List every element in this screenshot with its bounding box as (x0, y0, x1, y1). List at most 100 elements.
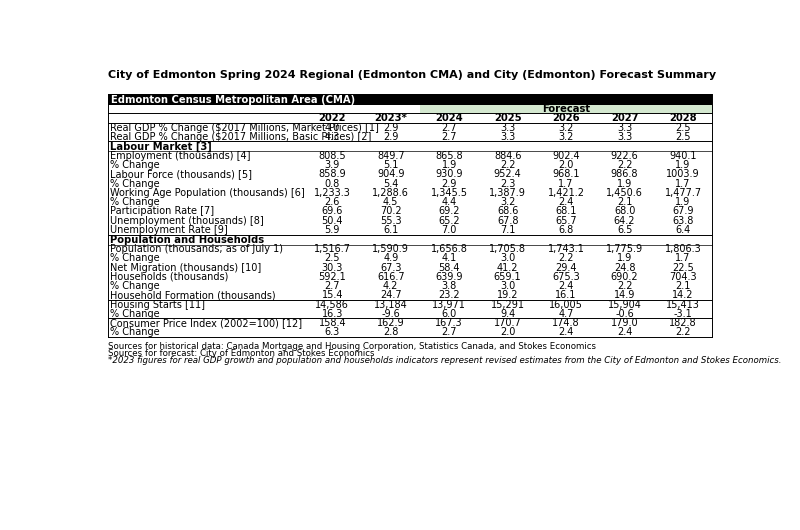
Text: 2.4: 2.4 (558, 197, 574, 207)
Text: 639.9: 639.9 (435, 272, 463, 282)
Text: 65.7: 65.7 (555, 216, 577, 226)
Text: 16,005: 16,005 (549, 299, 583, 310)
Text: % Change: % Change (110, 253, 160, 263)
Text: 2.4: 2.4 (617, 328, 632, 337)
Text: 1,743.1: 1,743.1 (548, 244, 585, 254)
Text: 68.0: 68.0 (614, 207, 635, 216)
Text: 23.2: 23.2 (438, 290, 460, 301)
Text: Labour Force (thousands) [5]: Labour Force (thousands) [5] (110, 170, 252, 180)
Text: 1,477.7: 1,477.7 (665, 188, 702, 198)
Text: 179.0: 179.0 (610, 318, 638, 328)
Text: 30.3: 30.3 (322, 263, 343, 272)
Text: 2.7: 2.7 (325, 281, 340, 291)
Text: 2.7: 2.7 (442, 132, 457, 142)
Text: 3.0: 3.0 (500, 281, 515, 291)
Text: 2.6: 2.6 (325, 197, 340, 207)
Text: 65.2: 65.2 (438, 216, 460, 226)
Text: 55.3: 55.3 (380, 216, 402, 226)
Text: 3.8: 3.8 (442, 281, 457, 291)
Text: 41.2: 41.2 (497, 263, 518, 272)
Text: 1.9: 1.9 (617, 179, 632, 189)
Text: 849.7: 849.7 (377, 151, 405, 161)
Text: 1.9: 1.9 (675, 160, 690, 170)
Text: Households (thousands): Households (thousands) (110, 272, 229, 282)
Text: 29.4: 29.4 (555, 263, 577, 272)
Text: 2022: 2022 (318, 113, 346, 123)
Text: 1,590.9: 1,590.9 (372, 244, 409, 254)
Text: 2028: 2028 (670, 113, 697, 123)
Text: 170.7: 170.7 (494, 318, 522, 328)
Text: 2.5: 2.5 (325, 253, 340, 263)
Text: 70.2: 70.2 (380, 207, 402, 216)
Text: -3.1: -3.1 (674, 309, 692, 319)
Text: % Change: % Change (110, 160, 160, 170)
Text: Unemployment (thousands) [8]: Unemployment (thousands) [8] (110, 216, 264, 226)
Text: 690.2: 690.2 (610, 272, 638, 282)
Text: Population (thousands; as of July 1): Population (thousands; as of July 1) (110, 244, 283, 254)
Text: Labour Market [3]: Labour Market [3] (110, 141, 212, 152)
Text: 3.0: 3.0 (500, 253, 515, 263)
Text: 14,586: 14,586 (315, 299, 350, 310)
Text: 68.6: 68.6 (497, 207, 518, 216)
Text: 67.8: 67.8 (497, 216, 518, 226)
Text: 675.3: 675.3 (552, 272, 580, 282)
Text: 3.3: 3.3 (500, 132, 515, 142)
Text: 986.8: 986.8 (611, 170, 638, 180)
Text: 50.4: 50.4 (322, 216, 343, 226)
Text: Unemployment Rate [9]: Unemployment Rate [9] (110, 225, 228, 235)
Text: 15.4: 15.4 (322, 290, 343, 301)
Text: 940.1: 940.1 (670, 151, 697, 161)
Text: Net Migration (thousands) [10]: Net Migration (thousands) [10] (110, 263, 262, 272)
Text: Forecast: Forecast (542, 104, 590, 114)
Text: 1,656.8: 1,656.8 (430, 244, 468, 254)
Text: 3.2: 3.2 (500, 197, 515, 207)
Text: Sources for historical data: Canada Mortgage and Housing Corporation, Statistics: Sources for historical data: Canada Mort… (108, 342, 596, 351)
Text: Sources for forecast: City of Edmonton and Stokes Economics: Sources for forecast: City of Edmonton a… (108, 349, 374, 358)
Text: % Change: % Change (110, 281, 160, 291)
Text: 1.7: 1.7 (675, 253, 690, 263)
Text: 2.2: 2.2 (617, 281, 632, 291)
Text: 15,291: 15,291 (490, 299, 525, 310)
Text: 2.7: 2.7 (442, 328, 457, 337)
Text: 1,705.8: 1,705.8 (489, 244, 526, 254)
Text: 2.1: 2.1 (675, 281, 690, 291)
Text: 2.4: 2.4 (558, 328, 574, 337)
Text: 6.4: 6.4 (675, 225, 690, 235)
Text: 2.9: 2.9 (442, 179, 457, 189)
Text: 902.4: 902.4 (552, 151, 580, 161)
Text: 1.7: 1.7 (675, 179, 690, 189)
Text: 9.4: 9.4 (500, 309, 515, 319)
Text: 1,775.9: 1,775.9 (606, 244, 643, 254)
Text: 1,387.9: 1,387.9 (490, 188, 526, 198)
Text: 7.1: 7.1 (500, 225, 515, 235)
Text: 4.2: 4.2 (383, 281, 398, 291)
Text: 3.3: 3.3 (617, 122, 632, 132)
Text: 704.3: 704.3 (670, 272, 697, 282)
Text: 2.2: 2.2 (500, 160, 515, 170)
Text: 616.7: 616.7 (377, 272, 405, 282)
Text: 2.2: 2.2 (558, 253, 574, 263)
Text: 67.3: 67.3 (380, 263, 402, 272)
Text: 4.1: 4.1 (442, 253, 457, 263)
Text: 3.3: 3.3 (500, 122, 515, 132)
Text: % Change: % Change (110, 328, 160, 337)
Text: 2.5: 2.5 (675, 132, 690, 142)
Text: 1,806.3: 1,806.3 (665, 244, 702, 254)
Text: 13,184: 13,184 (374, 299, 408, 310)
Text: -0.6: -0.6 (615, 309, 634, 319)
Text: 158.4: 158.4 (318, 318, 346, 328)
Text: 2.0: 2.0 (558, 160, 574, 170)
Text: 592.1: 592.1 (318, 272, 346, 282)
Text: 5.9: 5.9 (325, 225, 340, 235)
Text: 1003.9: 1003.9 (666, 170, 700, 180)
Text: Household Formation (thousands): Household Formation (thousands) (110, 290, 276, 301)
Text: 2.9: 2.9 (383, 122, 398, 132)
Text: 2.4: 2.4 (558, 281, 574, 291)
Text: 968.1: 968.1 (552, 170, 580, 180)
Text: Consumer Price Index (2002=100) [12]: Consumer Price Index (2002=100) [12] (110, 318, 302, 328)
Text: 6.1: 6.1 (383, 225, 398, 235)
Text: 2026: 2026 (552, 113, 580, 123)
Text: 2.3: 2.3 (500, 179, 515, 189)
Text: 2025: 2025 (494, 113, 522, 123)
Text: 6.3: 6.3 (325, 328, 340, 337)
